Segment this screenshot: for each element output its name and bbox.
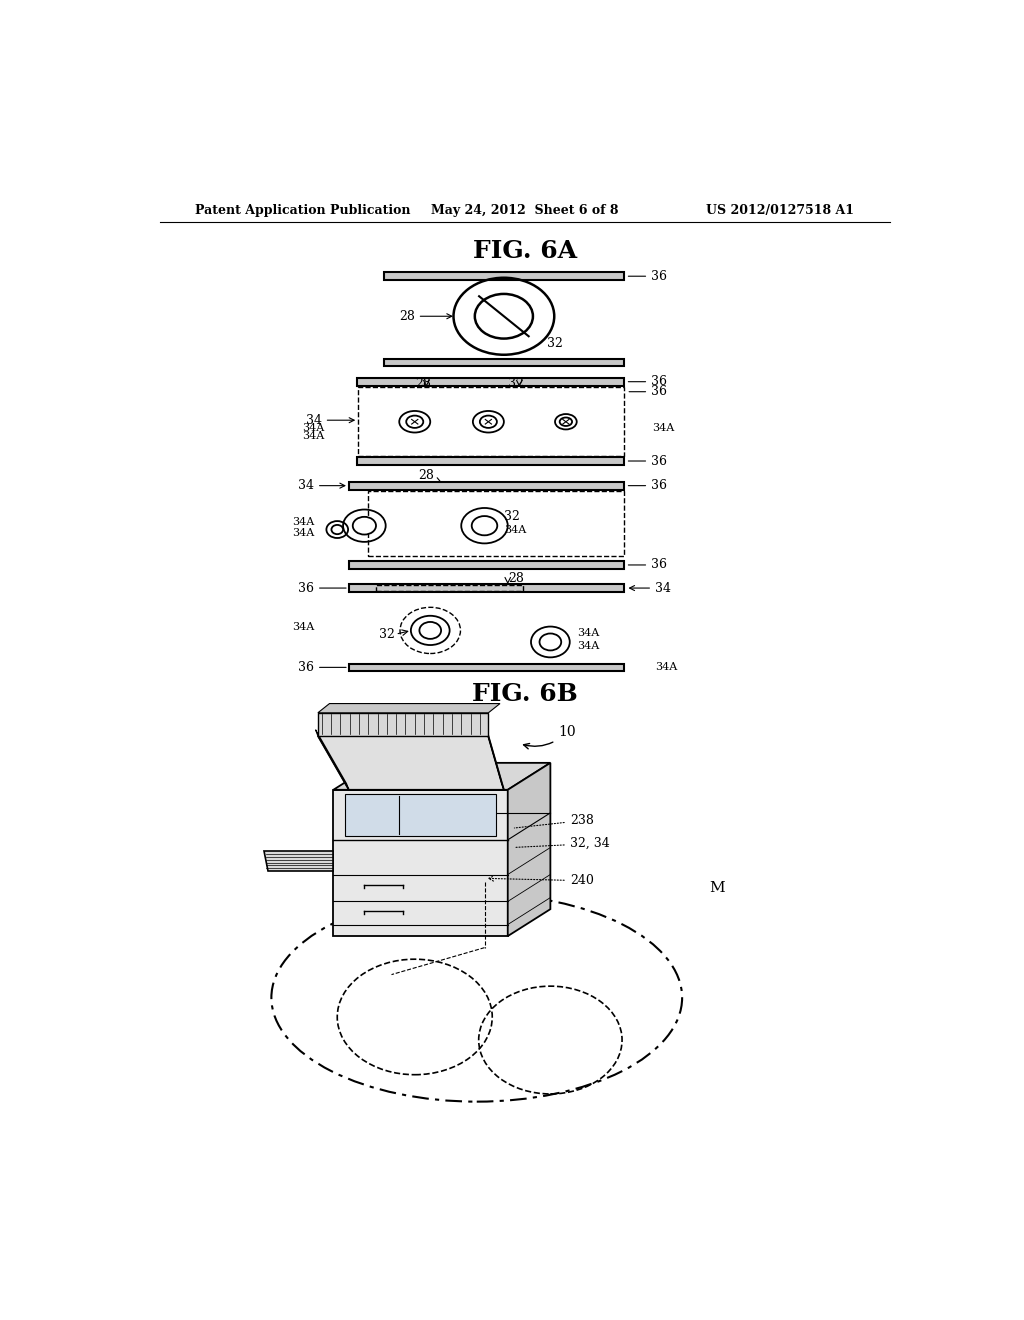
Text: 34A: 34A xyxy=(578,640,600,651)
Bar xyxy=(349,664,624,671)
Text: 32: 32 xyxy=(380,628,395,640)
Bar xyxy=(358,387,624,457)
Polygon shape xyxy=(317,704,500,713)
Text: 34A: 34A xyxy=(504,524,526,535)
Ellipse shape xyxy=(352,517,376,535)
Text: M: M xyxy=(710,882,725,895)
Text: 32: 32 xyxy=(504,510,520,523)
Ellipse shape xyxy=(420,622,441,639)
Text: 34A: 34A xyxy=(292,528,314,539)
Text: 36: 36 xyxy=(298,582,346,594)
Text: 36: 36 xyxy=(629,454,667,467)
Ellipse shape xyxy=(540,634,561,651)
Text: 32: 32 xyxy=(547,337,562,350)
Text: 10: 10 xyxy=(523,725,575,748)
Ellipse shape xyxy=(480,416,497,428)
Bar xyxy=(349,585,624,591)
Bar xyxy=(369,491,624,557)
Bar xyxy=(384,359,624,367)
Text: 36: 36 xyxy=(629,375,667,388)
Text: 36: 36 xyxy=(298,661,346,675)
Polygon shape xyxy=(345,793,496,836)
Bar xyxy=(356,457,624,465)
Ellipse shape xyxy=(332,525,343,535)
Text: 34: 34 xyxy=(306,413,354,426)
Text: 36: 36 xyxy=(629,269,667,282)
Text: 34A: 34A xyxy=(303,432,325,441)
Polygon shape xyxy=(486,730,504,789)
Bar xyxy=(349,482,624,490)
Text: 238: 238 xyxy=(514,814,594,828)
Bar xyxy=(376,585,523,591)
Bar xyxy=(356,378,624,385)
Text: 28: 28 xyxy=(508,572,523,585)
Text: 28: 28 xyxy=(399,310,452,323)
Text: 34A: 34A xyxy=(292,622,314,631)
Text: May 24, 2012  Sheet 6 of 8: May 24, 2012 Sheet 6 of 8 xyxy=(431,205,618,218)
Text: US 2012/0127518 A1: US 2012/0127518 A1 xyxy=(707,205,854,218)
Text: 34A: 34A xyxy=(303,422,325,433)
Ellipse shape xyxy=(472,516,498,536)
Polygon shape xyxy=(508,763,550,936)
Text: 34A: 34A xyxy=(652,422,674,433)
Text: 28: 28 xyxy=(418,469,440,482)
Ellipse shape xyxy=(475,294,532,339)
Text: 34A: 34A xyxy=(578,628,600,638)
Text: Patent Application Publication: Patent Application Publication xyxy=(196,205,411,218)
Ellipse shape xyxy=(560,417,572,426)
Text: 34A: 34A xyxy=(292,517,314,527)
Polygon shape xyxy=(317,737,504,789)
Text: FIG. 6B: FIG. 6B xyxy=(472,682,578,706)
Text: 34A: 34A xyxy=(655,663,677,672)
Text: 36: 36 xyxy=(629,558,667,572)
Bar xyxy=(349,561,624,569)
Text: 32, 34: 32, 34 xyxy=(514,837,609,850)
Polygon shape xyxy=(317,713,488,737)
Text: 28: 28 xyxy=(415,376,431,389)
Text: 32: 32 xyxy=(508,376,523,389)
Text: 36: 36 xyxy=(629,385,667,399)
Text: 34: 34 xyxy=(630,582,671,594)
Text: 240: 240 xyxy=(488,874,594,887)
Polygon shape xyxy=(334,789,508,936)
Polygon shape xyxy=(263,851,334,871)
Bar xyxy=(384,272,624,280)
Polygon shape xyxy=(334,763,550,789)
Text: 36: 36 xyxy=(629,479,667,492)
Polygon shape xyxy=(315,730,349,789)
Text: FIG. 6A: FIG. 6A xyxy=(473,239,577,263)
Text: 34: 34 xyxy=(298,479,345,492)
Ellipse shape xyxy=(407,416,423,428)
